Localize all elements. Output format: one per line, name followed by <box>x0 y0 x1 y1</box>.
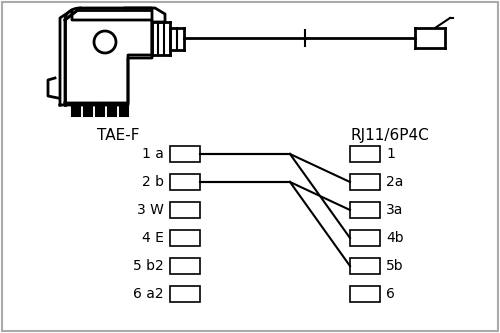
Bar <box>170 258 200 274</box>
Bar <box>350 230 380 246</box>
Bar <box>96 103 104 116</box>
Circle shape <box>94 31 116 53</box>
Text: TAE-F: TAE-F <box>97 128 139 143</box>
Bar <box>170 174 200 190</box>
Bar <box>84 103 92 116</box>
Text: 4 E: 4 E <box>142 231 164 245</box>
Text: 2 b: 2 b <box>142 175 164 189</box>
Bar <box>170 146 200 162</box>
Text: 1: 1 <box>386 147 395 161</box>
Text: RJ11/6P4C: RJ11/6P4C <box>350 128 430 143</box>
Text: 6 a2: 6 a2 <box>134 287 164 301</box>
Text: 3 W: 3 W <box>137 203 164 217</box>
Text: 2a: 2a <box>386 175 404 189</box>
Bar <box>72 103 80 116</box>
Bar <box>350 202 380 218</box>
Text: 6: 6 <box>386 287 395 301</box>
Bar <box>108 103 116 116</box>
Bar <box>350 174 380 190</box>
Text: 4b: 4b <box>386 231 404 245</box>
Text: 5b: 5b <box>386 259 404 273</box>
Text: 5 b2: 5 b2 <box>133 259 164 273</box>
Bar <box>350 146 380 162</box>
Bar <box>350 286 380 302</box>
Bar <box>120 103 128 116</box>
Text: 3a: 3a <box>386 203 404 217</box>
Text: 1 a: 1 a <box>142 147 164 161</box>
Bar <box>170 202 200 218</box>
Bar <box>170 230 200 246</box>
Bar <box>350 258 380 274</box>
Bar <box>170 286 200 302</box>
